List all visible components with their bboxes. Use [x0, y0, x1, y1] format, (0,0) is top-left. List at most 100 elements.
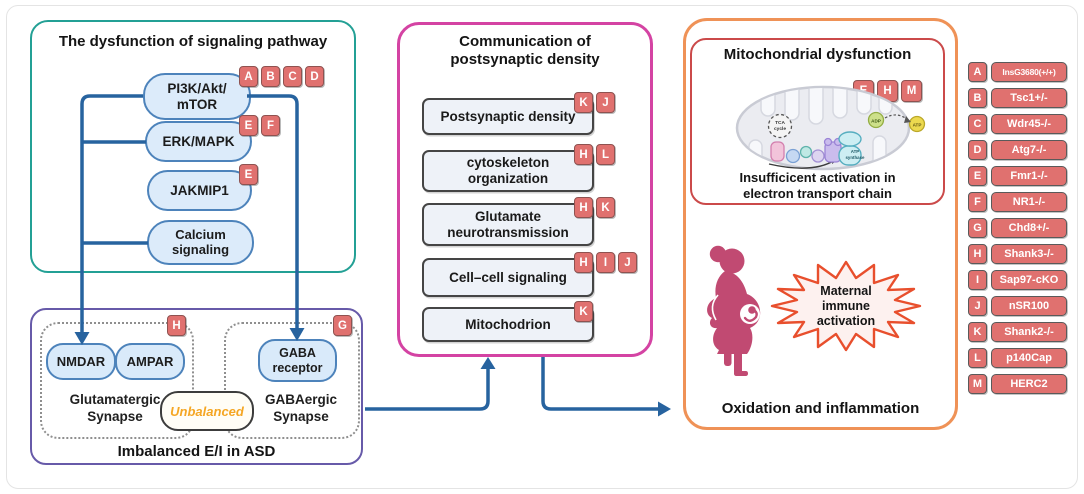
panel-signaling-title: The dysfunction of signaling pathway: [58, 33, 328, 50]
arrowhead-gaba: [289, 328, 305, 341]
legend-label: InsG3680(+/+): [991, 62, 1067, 82]
legend-key: G: [968, 218, 987, 238]
model-badge: K: [596, 197, 615, 218]
model-badge: B: [261, 66, 280, 87]
panel-psd-title: Communication of postsynaptic density: [450, 33, 600, 69]
model-badge: H: [574, 144, 593, 165]
badge-gabaergic: G: [333, 315, 352, 336]
model-badge: H: [574, 197, 593, 218]
pregnant-woman-illustration: [707, 245, 761, 376]
legend-key: M: [968, 374, 987, 394]
mitochondrion-illustration: ADP ATP: [735, 85, 926, 171]
model-badge: D: [305, 66, 324, 87]
region-gabaergic-synapse: [224, 322, 360, 439]
psd-item-postsynaptic-density: Postsynaptic density: [422, 98, 594, 135]
tca-cycle-label: TCA cycle: [773, 121, 786, 132]
badges-pi3k: A B C D: [239, 66, 324, 87]
model-badge: K: [574, 301, 593, 322]
model-badge: K: [574, 92, 593, 113]
node-erk-mapk: ERK/MAPK: [145, 121, 252, 162]
complex-iv: [811, 149, 825, 163]
mito-footer: Oxidation and inflammation: [721, 400, 920, 417]
model-badge: E: [239, 164, 258, 185]
model-badge: J: [596, 92, 615, 113]
atp-molecule: [908, 115, 926, 133]
label-gabaergic-synapse: GABAergic Synapse: [264, 392, 337, 424]
badges-psd-2: H L: [574, 144, 615, 165]
complex-ii: [785, 148, 801, 164]
node-calcium-signaling: Calcium signaling: [147, 220, 254, 265]
adp-label: ADP: [871, 119, 881, 124]
arrow-psd-to-mito: [541, 357, 658, 411]
model-badge: A: [239, 66, 258, 87]
model-badge: H: [574, 252, 593, 273]
badges-erk: E F: [239, 115, 280, 136]
complex-i: [770, 141, 785, 162]
model-badge: I: [596, 252, 615, 273]
node-pi3k-akt-mtor: PI3K/Akt/ mTOR: [143, 73, 251, 120]
panel-imbalanced-caption: Imbalanced E/I in ASD: [117, 443, 276, 460]
psd-item-mitochodrion: Mitochodrion: [422, 307, 594, 342]
figure-frame: [6, 5, 1078, 489]
box-mitochondrial-dysfunction: [690, 38, 945, 205]
legend-label: Chd8+/-: [991, 218, 1067, 238]
woman-arm-line: [711, 294, 719, 321]
legend-key: E: [968, 166, 987, 186]
immune-activation-burst: [770, 260, 922, 352]
arrow-pi3k-to-nmdar: [80, 94, 143, 333]
node-ampar: AMPAR: [115, 343, 185, 380]
arrow-pi3k-to-gaba: [247, 94, 299, 329]
badges-psd-5: K: [574, 301, 593, 322]
model-badge: G: [333, 315, 352, 336]
legend-label: p140Cap: [991, 348, 1067, 368]
legend-key: K: [968, 322, 987, 342]
model-badge: M: [901, 80, 922, 102]
legend-label: Shank3-/-: [991, 244, 1067, 264]
psd-item-glutamate: Glutamate neurotransmission: [422, 203, 594, 246]
legend-label: HERC2: [991, 374, 1067, 394]
starburst-shape: [770, 260, 922, 352]
legend-key: F: [968, 192, 987, 212]
legend-label: Wdr45-/-: [991, 114, 1067, 134]
burst-label: Maternal immune activation: [816, 284, 876, 328]
model-badge: H: [167, 315, 186, 336]
model-badge: E: [239, 115, 258, 136]
tca-cycle-circle: [767, 113, 793, 139]
model-badge: C: [283, 66, 302, 87]
mito-title: Mitochondrial dysfunction: [723, 46, 912, 63]
arrow-ei-to-psd: [365, 369, 490, 411]
legend-key: J: [968, 296, 987, 316]
fetus-head: [748, 306, 756, 314]
legend-label: Sap97-cKO: [991, 270, 1067, 290]
badges-jakmip1: E: [239, 164, 258, 185]
legend-label: Fmr1-/-: [991, 166, 1067, 186]
legend-label: Tsc1+/-: [991, 88, 1067, 108]
adp-molecule: [867, 111, 885, 129]
woman-silhouette: [707, 245, 761, 376]
badges-psd-4: H I J: [574, 252, 637, 273]
arrowhead-nmdar: [74, 332, 90, 345]
fetus-body: [743, 309, 758, 322]
node-jakmip1: JAKMIP1: [147, 170, 252, 211]
legend-label: nSR100: [991, 296, 1067, 316]
legend-key: A: [968, 62, 987, 82]
atp-label: ATP: [913, 123, 922, 128]
legend-label: NR1-/-: [991, 192, 1067, 212]
complex-iii: [799, 145, 813, 159]
node-gaba-receptor: GABA receptor: [258, 339, 337, 382]
legend-key: D: [968, 140, 987, 160]
label-glutamatergic-synapse: Glutamatergic Synapse: [69, 392, 161, 424]
legend-key: H: [968, 244, 987, 264]
legend-label: Shank2-/-: [991, 322, 1067, 342]
legend-key: I: [968, 270, 987, 290]
arrowhead-psd: [480, 357, 496, 369]
node-nmdar: NMDAR: [46, 343, 116, 380]
badge-glutamatergic: H: [167, 315, 186, 336]
region-glutamatergic-synapse: [40, 322, 194, 439]
badges-psd-1: K J: [574, 92, 615, 113]
atp-synthase-label: ATP synthase: [845, 149, 865, 160]
legend-key: C: [968, 114, 987, 134]
model-badge: F: [261, 115, 280, 136]
